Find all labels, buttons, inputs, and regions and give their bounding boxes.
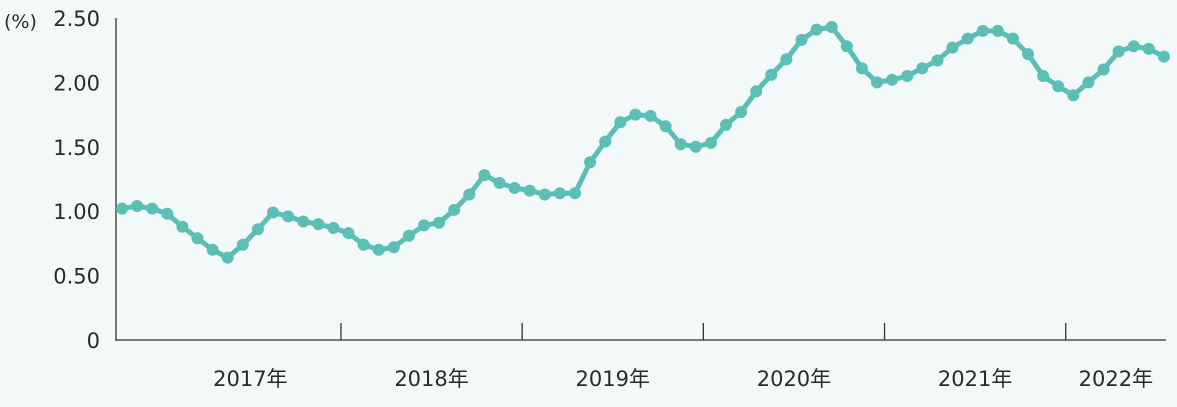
- data-point: [418, 219, 430, 232]
- data-point: [161, 207, 174, 220]
- data-point: [1006, 32, 1019, 45]
- data-point: [1097, 63, 1110, 76]
- data-point: [991, 24, 1004, 37]
- data-point: [644, 109, 657, 122]
- data-point: [1142, 42, 1155, 55]
- data-point: [116, 202, 128, 215]
- data-point: [221, 251, 234, 264]
- data-point: [569, 187, 581, 200]
- data-point: [282, 210, 295, 223]
- data-point: [1022, 48, 1034, 61]
- data-point: [629, 108, 642, 121]
- y-tick-label: 0.50: [53, 265, 100, 289]
- data-point: [312, 218, 325, 231]
- data-point: [553, 187, 566, 200]
- x-tick-label: 2018年: [394, 367, 468, 391]
- data-point: [342, 227, 355, 240]
- y-tick-label: 1.00: [53, 200, 100, 224]
- data-point: [584, 156, 597, 169]
- data-point: [372, 243, 385, 256]
- data-point: [251, 223, 264, 236]
- data-point: [176, 220, 189, 233]
- data-point: [1157, 50, 1170, 63]
- data-point: [387, 241, 400, 254]
- data-point: [478, 169, 491, 182]
- data-point: [976, 24, 989, 37]
- x-tick-label: 2022年: [1079, 367, 1153, 391]
- data-point: [720, 118, 732, 131]
- data-point: [886, 73, 899, 86]
- y-tick-label: 1.50: [53, 136, 100, 160]
- y-tick-label: 2.00: [53, 71, 100, 95]
- x-axis-ticks: [340, 323, 1067, 340]
- data-point: [765, 68, 778, 81]
- data-point: [1112, 45, 1125, 58]
- y-tick-label: 0: [87, 329, 100, 353]
- data-point: [191, 232, 204, 245]
- data-point: [916, 62, 929, 75]
- data-point: [297, 215, 310, 228]
- series-line: [119, 24, 1167, 261]
- data-point: [402, 229, 415, 242]
- y-unit-label: (%): [4, 11, 37, 33]
- data-point: [780, 53, 793, 66]
- data-point: [1127, 40, 1140, 53]
- data-point: [750, 85, 763, 98]
- data-point: [146, 202, 159, 215]
- x-tick-label: 2017年: [213, 367, 287, 391]
- data-point: [614, 116, 627, 129]
- data-point: [131, 200, 144, 212]
- data-points: [116, 21, 1170, 264]
- data-point: [704, 136, 717, 149]
- data-point: [599, 135, 612, 148]
- data-point: [267, 206, 279, 219]
- data-point: [1082, 76, 1095, 89]
- data-point: [1052, 80, 1065, 93]
- data-point: [433, 216, 446, 229]
- x-tick-label: 2020年: [757, 367, 831, 391]
- x-tick-labels: 2017年 2018年 2019年 2020年 2021年 2022年: [213, 367, 1153, 391]
- x-tick-label: 2019年: [576, 367, 650, 391]
- data-point: [825, 21, 838, 33]
- data-point: [236, 238, 249, 251]
- data-point: [357, 238, 370, 251]
- data-point: [463, 188, 476, 201]
- data-point: [961, 32, 974, 45]
- data-point: [689, 140, 702, 153]
- y-tick-labels: 0 0.50 1.00 1.50 2.00 2.50: [53, 7, 100, 353]
- data-point: [327, 221, 340, 234]
- data-point: [840, 40, 853, 53]
- data-point: [795, 33, 808, 46]
- data-point: [931, 54, 944, 67]
- data-point: [810, 23, 823, 36]
- data-point: [508, 182, 521, 194]
- data-point: [493, 176, 506, 189]
- x-tick-label: 2021年: [938, 367, 1012, 391]
- y-tick-label: 2.50: [53, 7, 100, 31]
- data-point: [206, 243, 219, 256]
- data-point: [1067, 89, 1080, 102]
- data-point: [659, 120, 672, 133]
- data-point: [946, 41, 959, 54]
- data-point: [871, 76, 883, 89]
- data-point: [538, 188, 551, 201]
- data-point: [523, 184, 536, 197]
- data-point: [1037, 70, 1050, 82]
- data-point: [674, 138, 687, 151]
- data-point: [855, 62, 868, 75]
- data-point: [901, 70, 914, 82]
- data-point: [735, 106, 748, 118]
- data-point: [448, 203, 461, 216]
